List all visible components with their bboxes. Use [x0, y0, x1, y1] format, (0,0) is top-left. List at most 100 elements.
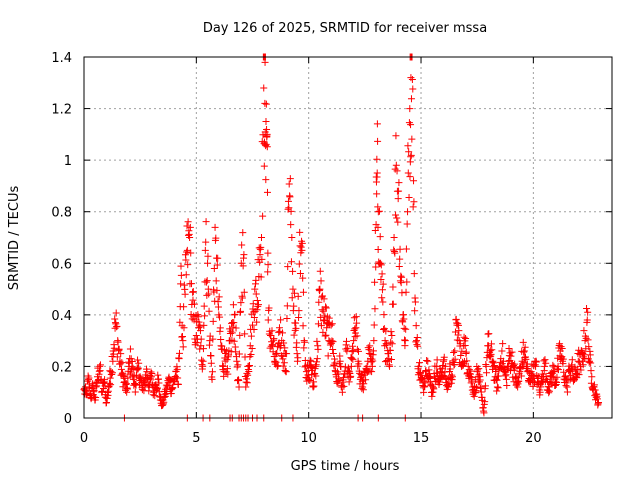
data-point	[519, 338, 527, 346]
data-point	[127, 355, 135, 363]
data-point	[182, 271, 190, 279]
data-point	[116, 360, 124, 368]
data-point	[294, 354, 302, 362]
data-point	[281, 366, 289, 374]
data-point	[216, 324, 224, 332]
data-point	[586, 351, 594, 359]
data-point	[591, 386, 599, 394]
data-point	[112, 309, 120, 317]
data-point	[237, 307, 245, 315]
data-point	[374, 208, 382, 216]
data-point	[344, 344, 352, 352]
data-point	[286, 175, 294, 183]
data-point	[263, 125, 271, 133]
data-point	[263, 143, 271, 151]
data-point	[205, 307, 213, 315]
data-point	[389, 283, 397, 291]
data-point	[383, 341, 391, 349]
data-point	[348, 342, 356, 350]
data-point	[184, 218, 192, 226]
data-point	[148, 370, 156, 378]
data-point	[331, 359, 339, 367]
data-point	[141, 382, 149, 390]
data-point	[230, 319, 238, 327]
data-point	[446, 365, 454, 373]
data-point	[247, 332, 255, 340]
data-point	[200, 302, 208, 310]
data-point	[312, 372, 320, 380]
data-point	[183, 248, 191, 256]
data-point	[219, 362, 227, 370]
data-point	[263, 130, 271, 138]
data-point	[414, 342, 422, 350]
x-tick-label: 5	[192, 431, 200, 446]
data-point	[345, 378, 353, 386]
data-point	[281, 344, 289, 352]
data-point	[389, 300, 397, 308]
data-point	[349, 347, 357, 355]
data-point	[110, 350, 118, 358]
data-point	[237, 299, 245, 307]
data-point	[475, 365, 483, 373]
data-point	[549, 361, 557, 369]
data-point	[232, 324, 240, 332]
data-point	[288, 294, 296, 302]
data-point	[532, 358, 540, 366]
data-point	[393, 214, 401, 222]
data-point	[400, 315, 408, 323]
data-point	[201, 312, 209, 320]
data-point	[273, 349, 281, 357]
data-point	[520, 348, 528, 356]
data-point	[369, 347, 377, 355]
data-point	[553, 373, 561, 381]
data-point	[402, 245, 410, 253]
data-point	[441, 362, 449, 370]
data-point	[230, 337, 238, 345]
data-point	[251, 285, 259, 293]
data-point	[563, 388, 571, 396]
data-point	[262, 142, 270, 150]
data-point	[307, 357, 315, 365]
data-point	[267, 331, 275, 339]
data-point	[319, 292, 327, 300]
data-point	[321, 332, 329, 340]
data-point	[396, 245, 404, 253]
data-point	[317, 322, 325, 330]
data-point	[391, 165, 399, 173]
data-point	[313, 337, 321, 345]
data-point	[247, 351, 255, 359]
data-point	[493, 376, 501, 384]
data-point	[257, 273, 265, 281]
data-point	[313, 358, 321, 366]
data-point	[107, 381, 115, 389]
data-point	[377, 261, 385, 269]
data-point	[201, 246, 209, 254]
data-point	[520, 347, 528, 355]
data-point	[490, 362, 498, 370]
data-point	[217, 336, 225, 344]
data-point	[450, 348, 458, 356]
data-point	[403, 220, 411, 228]
data-point	[404, 169, 412, 177]
data-point	[115, 345, 123, 353]
data-point	[392, 161, 400, 169]
data-point	[474, 366, 482, 374]
data-point	[161, 393, 169, 401]
data-point	[203, 277, 211, 285]
data-point	[431, 373, 439, 381]
data-point	[293, 350, 301, 358]
data-point	[476, 376, 484, 384]
data-point	[296, 269, 304, 277]
y-tick-label: 0.2	[51, 360, 72, 375]
data-point	[450, 361, 458, 369]
data-point	[394, 195, 402, 203]
data-point	[374, 245, 382, 253]
data-point	[481, 382, 489, 390]
data-point	[330, 362, 338, 370]
data-point	[451, 347, 459, 355]
data-point	[585, 343, 593, 351]
data-point	[322, 304, 330, 312]
data-point	[498, 347, 506, 355]
data-point	[90, 387, 98, 395]
data-point	[460, 333, 468, 341]
